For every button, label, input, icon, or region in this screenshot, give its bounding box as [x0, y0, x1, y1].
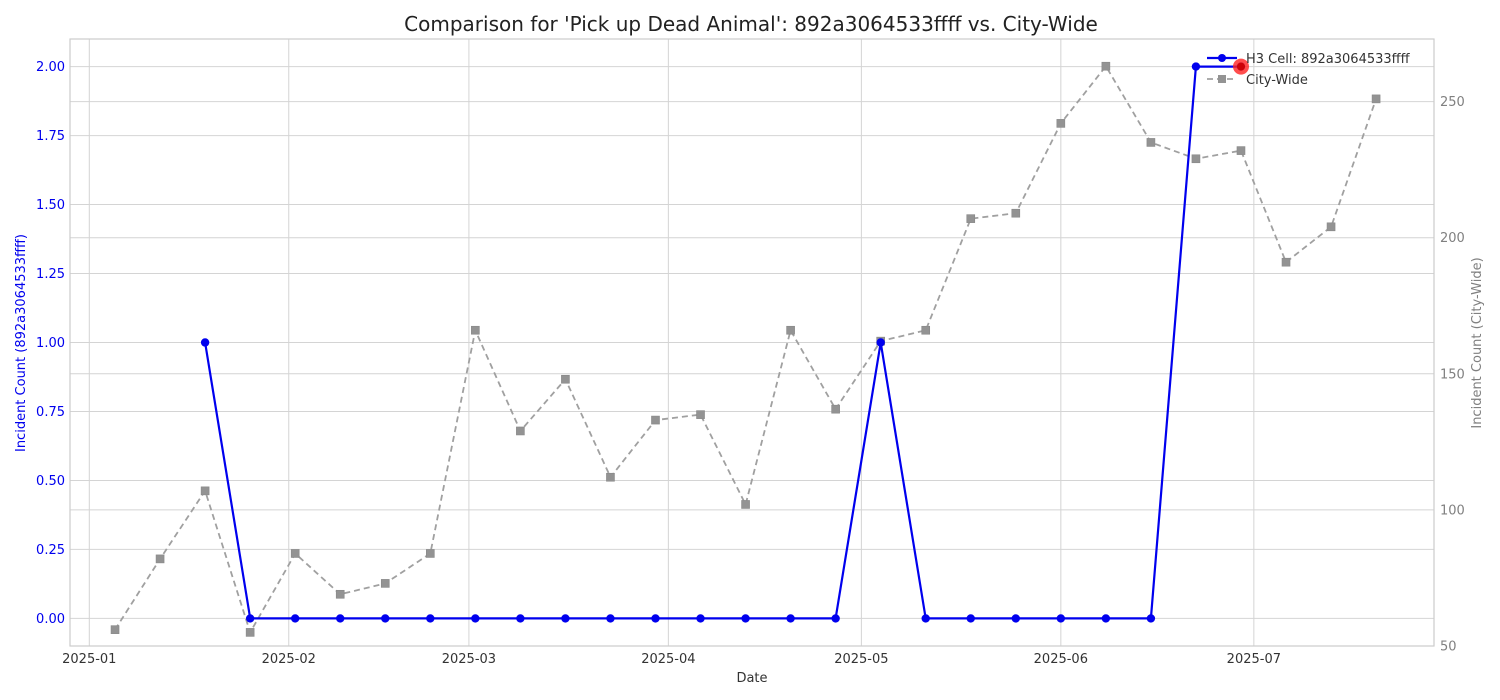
y-right-tick-label: 50	[1440, 640, 1457, 655]
city-wide-point	[921, 325, 931, 335]
city-wide-point	[606, 472, 615, 482]
city-wide-point	[651, 415, 660, 425]
h3-cell-point	[290, 614, 300, 623]
x-tick-label: 2025-01	[62, 652, 116, 667]
h3-cell-point	[426, 614, 435, 623]
h3-cell-point	[741, 614, 750, 623]
h3-cell-point	[831, 614, 840, 623]
city-wide-line	[114, 64, 1377, 635]
h3-cell-point	[336, 614, 345, 623]
legend-h3-marker	[1218, 54, 1226, 62]
legend-h3-label: H3 Cell: 892a3064533ffff	[1246, 52, 1411, 67]
x-tick-label: 2025-03	[442, 652, 496, 667]
y-right-axis-label: Incident Count (City-Wide)	[1470, 257, 1485, 428]
city-wide-point	[1101, 61, 1111, 71]
y-right-tick-label: 150	[1440, 367, 1465, 382]
y-left-tick-label: 1.00	[36, 336, 65, 351]
legend: H3 Cell: 892a3064533ffff City-Wide	[1207, 52, 1411, 88]
y-left-axis-label: Incident Count (892a3064533ffff)	[14, 234, 29, 452]
x-axis-label: Date	[736, 671, 767, 686]
x-tick-label: 2025-04	[641, 652, 695, 667]
plot-frame	[69, 38, 1435, 647]
h3-cell-point	[606, 614, 615, 623]
city-wide-point	[110, 625, 120, 634]
legend-city-marker	[1218, 75, 1226, 83]
y-left-tick-label: 2.00	[36, 60, 65, 75]
city-wide-point	[155, 554, 165, 564]
h3-cell-point	[966, 614, 975, 623]
legend-city-label: City-Wide	[1246, 73, 1308, 88]
city-wide-point	[1191, 154, 1201, 164]
h3-cell-point	[245, 614, 255, 623]
city-wide-point	[471, 325, 480, 335]
y-right-tick-label: 250	[1440, 95, 1465, 110]
series-h3-cell	[200, 62, 1246, 623]
city-wide-point	[741, 500, 750, 509]
city-wide-point	[1281, 257, 1291, 267]
y-left-tick-label: 1.25	[36, 267, 65, 282]
y-right-tick-label: 100	[1440, 503, 1465, 518]
h3-cell-point	[1101, 614, 1111, 623]
h3-cell-point	[381, 614, 390, 623]
city-wide-point	[335, 589, 345, 599]
city-wide-point	[1236, 146, 1246, 155]
chart-title: Comparison for 'Pick up Dead Animal': 89…	[404, 12, 1098, 36]
city-wide-point	[786, 325, 795, 335]
h3-cell-point	[876, 338, 885, 347]
h3-cell-point	[200, 338, 210, 347]
city-wide-point	[561, 374, 570, 384]
city-wide-point	[831, 404, 840, 414]
h3-cell-point	[921, 614, 930, 623]
y-left-tick-label: 0.50	[36, 474, 65, 489]
highlight-layer	[1232, 58, 1249, 75]
y-left-tick-label: 0.00	[36, 612, 65, 627]
city-wide-point	[200, 486, 210, 496]
y-left-tick-label: 0.25	[36, 543, 65, 558]
x-tick-label: 2025-07	[1227, 652, 1281, 667]
city-wide-point	[516, 426, 525, 436]
h3-cell-point	[1146, 614, 1156, 623]
y-left-tick-labels: 0.00 0.25 0.50 0.75 1.00 1.25 1.50 1.75 2.00	[36, 60, 65, 627]
city-wide-point	[696, 410, 705, 419]
city-wide-point	[290, 549, 300, 558]
h3-cell-point	[1056, 614, 1066, 623]
city-wide-point	[1056, 119, 1066, 128]
city-wide-point	[1371, 94, 1381, 104]
h3-cell-point	[651, 614, 660, 623]
h3-cell-point	[1191, 62, 1201, 71]
h3-cell-point	[786, 614, 795, 623]
y-left-tick-label: 1.50	[36, 198, 65, 213]
x-tick-label: 2025-06	[1034, 652, 1088, 667]
h3-cell-point	[516, 614, 525, 623]
highlight-point-core	[1236, 62, 1245, 71]
x-tick-label: 2025-02	[262, 652, 316, 667]
h3-cell-line	[204, 65, 1241, 620]
h3-cell-point	[696, 614, 705, 623]
h3-cell-point	[561, 614, 570, 623]
city-wide-point	[1146, 138, 1156, 147]
city-wide-point	[1011, 208, 1021, 218]
h3-cell-point	[471, 614, 480, 623]
h3-cell-point	[1011, 614, 1020, 623]
city-wide-point	[380, 579, 390, 588]
city-wide-point	[245, 628, 255, 637]
series-city-wide	[110, 61, 1381, 637]
city-wide-point	[426, 549, 435, 558]
x-tick-labels: 2025-01 2025-02 2025-03 2025-04 2025-05 2025-…	[62, 652, 1281, 667]
y-right-tick-label: 200	[1440, 231, 1465, 246]
y-right-tick-labels: 50 100 150 200 250	[1440, 95, 1465, 654]
x-tick-label: 2025-05	[834, 652, 888, 667]
y-left-tick-label: 0.75	[36, 405, 65, 420]
city-wide-point	[966, 214, 976, 223]
city-wide-point	[1326, 222, 1336, 232]
y-left-tick-label: 1.75	[36, 129, 65, 144]
